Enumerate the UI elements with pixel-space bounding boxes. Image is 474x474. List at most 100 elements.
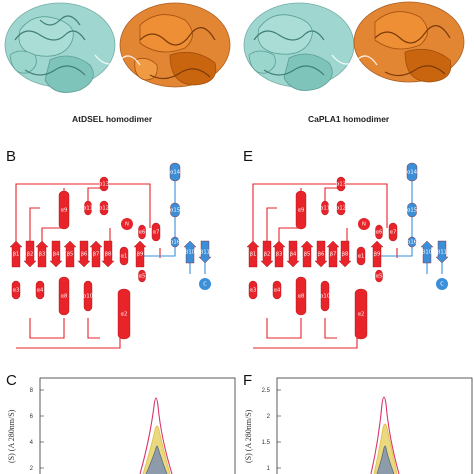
ytick: 2.5 bbox=[262, 388, 271, 394]
helix-mark bbox=[169, 162, 181, 182]
ytick: 8 bbox=[30, 388, 34, 394]
caption-capla1: CaPLA1 homodimer bbox=[308, 114, 390, 124]
helix-mark bbox=[388, 222, 398, 242]
strand-label: β6 bbox=[81, 252, 88, 258]
helix-label: α12 bbox=[99, 206, 109, 212]
strand-mark bbox=[370, 240, 384, 268]
helix-label: α15 bbox=[407, 208, 417, 214]
helix-mark bbox=[356, 246, 366, 266]
helix-label: α13 bbox=[336, 182, 346, 188]
ytick: 1 bbox=[267, 466, 271, 472]
strand-mark bbox=[198, 240, 212, 264]
ytick: 2 bbox=[30, 466, 34, 472]
panel-letter-c: C bbox=[6, 372, 17, 389]
strand-mark bbox=[63, 240, 77, 268]
helix-label: α7 bbox=[153, 230, 160, 236]
helix-mark bbox=[138, 224, 146, 240]
helix-label: α4 bbox=[37, 288, 44, 294]
strand-mark bbox=[338, 240, 352, 268]
capla1-structure-image bbox=[237, 0, 474, 104]
sedimentation-plot-left: 8 6 4 2 (S) (A 280nm/S) bbox=[0, 368, 237, 474]
strand-label: β4 bbox=[53, 252, 60, 258]
strand-label: β7 bbox=[93, 252, 100, 258]
y-axis-label: (S) (A 280nm/S) bbox=[7, 409, 16, 463]
helix-mark bbox=[138, 269, 146, 283]
trace-gray bbox=[145, 445, 168, 474]
sedimentation-trace-icon: 8 6 4 2 (S) (A 280nm/S) bbox=[7, 377, 236, 474]
strand-mark bbox=[9, 240, 23, 268]
helix-mark bbox=[375, 224, 383, 240]
trace-gray bbox=[376, 445, 395, 474]
strand-mark bbox=[420, 240, 434, 264]
strand-label: β2 bbox=[27, 252, 34, 258]
strand-label: β11 bbox=[437, 250, 447, 256]
strand-mark bbox=[89, 240, 103, 268]
helix-label: α14 bbox=[170, 170, 181, 176]
helix-label: α3 bbox=[250, 288, 257, 294]
strand-mark bbox=[260, 240, 274, 268]
helix-label: α10 bbox=[83, 294, 93, 300]
helix-label: α16 bbox=[407, 240, 417, 246]
helix-mark bbox=[58, 190, 70, 230]
strand-mark bbox=[101, 240, 115, 268]
strand-mark bbox=[49, 240, 63, 268]
helix-label: α9 bbox=[61, 208, 68, 214]
ytick: 2 bbox=[267, 414, 271, 420]
helix-mark bbox=[295, 276, 307, 316]
trace-red bbox=[370, 396, 400, 474]
helix-mark bbox=[321, 200, 329, 216]
strand-label: β10 bbox=[422, 250, 432, 256]
sedimentation-trace-icon: 2.5 2 1.5 1 (S) (A 280nm/S) bbox=[244, 377, 473, 474]
helix-label: α8 bbox=[298, 294, 305, 300]
c-terminus-label: C bbox=[440, 282, 444, 288]
plot-frame bbox=[276, 377, 473, 474]
strand-mark bbox=[77, 240, 91, 268]
strand-mark bbox=[246, 240, 260, 268]
helix-mark bbox=[336, 200, 346, 216]
helix-label: α9 bbox=[298, 208, 305, 214]
helix-label: α5 bbox=[139, 274, 146, 280]
n-terminus-label: N bbox=[362, 222, 366, 228]
helix-label: α8 bbox=[61, 294, 68, 300]
ytick: 4 bbox=[30, 440, 34, 446]
helix-label: α6 bbox=[139, 230, 146, 236]
strand-label: β3 bbox=[276, 252, 283, 258]
helix-mark bbox=[407, 236, 417, 248]
ytick: 1.5 bbox=[262, 440, 271, 446]
strand-mark bbox=[133, 240, 147, 268]
strand-label: β4 bbox=[290, 252, 297, 258]
helix-label: α3 bbox=[13, 288, 20, 294]
strand-label: β1 bbox=[13, 252, 20, 258]
strand-label: β6 bbox=[318, 252, 325, 258]
helix-mark bbox=[11, 280, 21, 300]
plot-frame bbox=[39, 377, 236, 474]
strand-mark bbox=[272, 240, 286, 268]
topology-diagram-icon: α9 α8 α2 α10 α3 α4 α1 α13 α12 α11 α7 α6 α5 β1 β2 β3 β4 β5… bbox=[246, 162, 449, 349]
helix-mark bbox=[295, 190, 307, 230]
atdsel-structure-image bbox=[0, 0, 237, 104]
helix-label: α4 bbox=[274, 288, 281, 294]
panel-letter-b: B bbox=[6, 148, 17, 165]
helix-label: α12 bbox=[336, 206, 346, 212]
helix-label: α5 bbox=[376, 274, 383, 280]
helix-mark bbox=[151, 222, 161, 242]
helix-label: α6 bbox=[376, 230, 383, 236]
helix-mark bbox=[170, 202, 180, 218]
c-terminus bbox=[199, 278, 211, 290]
helix-mark bbox=[117, 288, 131, 340]
helix-mark bbox=[170, 236, 180, 248]
sedimentation-plot-right: 2.5 2 1.5 1 (S) (A 280nm/S) bbox=[237, 368, 474, 474]
helix-label: α7 bbox=[390, 230, 397, 236]
protein-structure-icon bbox=[4, 2, 231, 93]
protein-structure-icon bbox=[243, 1, 465, 91]
topology-diagram-icon: α9 α8 α2 α10 α3 α4 α1 α13 α12 α11 α7 α6 α5 β1 β2 β3 β4 β5… bbox=[9, 162, 212, 349]
c-terminus bbox=[436, 278, 448, 290]
strand-label: β3 bbox=[39, 252, 46, 258]
helix-label: α16 bbox=[170, 240, 180, 246]
strand-mark bbox=[23, 240, 37, 268]
helix-mark bbox=[99, 200, 109, 216]
strand-mark bbox=[300, 240, 314, 268]
strand-mark bbox=[286, 240, 300, 268]
helix-mark bbox=[58, 276, 70, 316]
caption-atdsel: AtDSEL homodimer bbox=[72, 114, 153, 124]
